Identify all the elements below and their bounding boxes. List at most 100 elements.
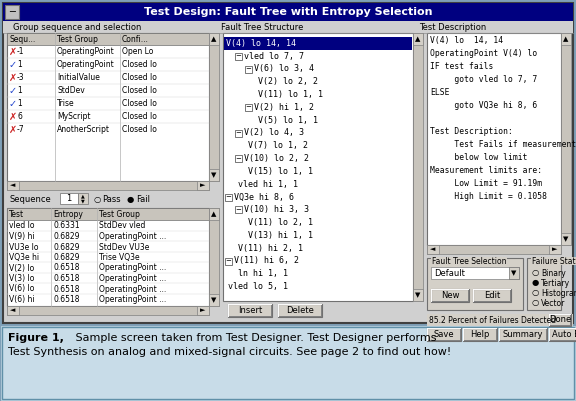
- Bar: [413, 33, 423, 301]
- Text: ▲: ▲: [415, 36, 420, 42]
- Text: Sequence: Sequence: [9, 195, 51, 204]
- Bar: [549, 328, 576, 341]
- Text: New: New: [441, 291, 459, 300]
- Text: Edit: Edit: [484, 291, 500, 300]
- Bar: [2, 327, 574, 399]
- Text: Test Description: Test Description: [419, 23, 486, 32]
- Text: Auto Build: Auto Build: [552, 330, 576, 339]
- Text: ▼: ▼: [563, 236, 569, 242]
- Text: goto vled lo 7, 7: goto vled lo 7, 7: [430, 75, 537, 84]
- Bar: [7, 181, 19, 190]
- Bar: [209, 33, 219, 45]
- Text: ✗: ✗: [9, 47, 17, 57]
- Text: ▼: ▼: [211, 172, 217, 178]
- Text: Entropy: Entropy: [53, 210, 83, 219]
- Text: ln hi 1, 1: ln hi 1, 1: [238, 269, 288, 278]
- Bar: [561, 33, 571, 245]
- Bar: [0, 325, 576, 401]
- Text: V(7) lo 1, 2: V(7) lo 1, 2: [248, 141, 308, 150]
- Text: ✓: ✓: [9, 99, 17, 109]
- Text: 0.6518: 0.6518: [53, 263, 79, 273]
- Text: ✓: ✓: [9, 60, 17, 70]
- Text: MyScript: MyScript: [57, 112, 90, 121]
- Text: vled hi 1, 1: vled hi 1, 1: [238, 180, 298, 189]
- Text: 0.6518: 0.6518: [53, 295, 79, 304]
- Text: V(9) hi: V(9) hi: [9, 232, 35, 241]
- Text: High Limit = 0.1058: High Limit = 0.1058: [430, 192, 547, 201]
- Text: Closed lo: Closed lo: [122, 99, 157, 108]
- Text: −: −: [236, 53, 241, 59]
- Text: V(13) hi 1, 1: V(13) hi 1, 1: [248, 231, 313, 240]
- Text: V(10) hi 3, 3: V(10) hi 3, 3: [244, 205, 309, 214]
- Text: Histogram: Histogram: [541, 289, 576, 298]
- Text: -3: -3: [17, 73, 25, 82]
- Text: −: −: [236, 130, 241, 136]
- Text: Sample screen taken from Test Designer. Test Designer performs: Sample screen taken from Test Designer. …: [72, 333, 437, 343]
- Bar: [427, 245, 561, 254]
- Bar: [223, 33, 413, 301]
- Text: V(6) lo 3, 4: V(6) lo 3, 4: [254, 65, 314, 73]
- Bar: [431, 289, 469, 302]
- Text: Low Limit = 91.19m: Low Limit = 91.19m: [430, 179, 542, 188]
- Text: Pass: Pass: [102, 195, 120, 204]
- Bar: [7, 208, 209, 306]
- Text: StdDev VU3e: StdDev VU3e: [99, 243, 149, 251]
- Text: ▲: ▲: [211, 211, 217, 217]
- Text: vled lo: vled lo: [9, 221, 35, 231]
- Text: ◄: ◄: [10, 308, 16, 314]
- Text: ✗: ✗: [9, 112, 17, 122]
- Text: ▼: ▼: [415, 292, 420, 298]
- Text: V(11) hi 6, 2: V(11) hi 6, 2: [234, 257, 299, 265]
- Bar: [209, 208, 219, 220]
- Bar: [463, 328, 497, 341]
- Text: ○: ○: [532, 288, 539, 297]
- Bar: [561, 233, 571, 245]
- Text: vled lo 7, 7: vled lo 7, 7: [244, 52, 304, 61]
- Text: vled lo 5, 1: vled lo 5, 1: [228, 282, 288, 291]
- Bar: [225, 194, 232, 200]
- Text: Trise: Trise: [57, 99, 75, 108]
- Text: Test Group: Test Group: [57, 35, 98, 44]
- Text: Default: Default: [434, 269, 465, 278]
- Bar: [427, 33, 561, 245]
- Text: Tertiary: Tertiary: [541, 279, 570, 288]
- Text: ◄: ◄: [10, 182, 16, 188]
- Bar: [235, 130, 242, 136]
- Text: V(2) hi 1, 2: V(2) hi 1, 2: [254, 103, 314, 112]
- Text: Failure States: Failure States: [532, 257, 576, 266]
- Text: V(3) lo: V(3) lo: [9, 274, 35, 283]
- Bar: [3, 21, 573, 33]
- Text: OperatingPoint ...: OperatingPoint ...: [99, 274, 166, 283]
- Text: 1: 1: [66, 194, 71, 203]
- Bar: [3, 3, 573, 323]
- Text: ►: ►: [552, 247, 558, 253]
- Text: V(6) hi: V(6) hi: [9, 295, 35, 304]
- Bar: [278, 304, 322, 317]
- Text: ►: ►: [200, 182, 206, 188]
- Text: ─: ─: [9, 7, 15, 17]
- Text: OperatingPoint: OperatingPoint: [57, 47, 115, 56]
- Bar: [224, 37, 412, 50]
- Text: Insert: Insert: [238, 306, 262, 315]
- Text: Closed lo: Closed lo: [122, 73, 157, 82]
- Text: Fault Tree Selection: Fault Tree Selection: [432, 257, 506, 266]
- Text: Test Design: Fault Tree with Entropy Selection: Test Design: Fault Tree with Entropy Sel…: [144, 7, 432, 17]
- Bar: [7, 181, 209, 190]
- Text: below low limit: below low limit: [430, 153, 528, 162]
- Bar: [7, 306, 19, 315]
- Text: 0.6829: 0.6829: [53, 253, 79, 262]
- Text: Test: Test: [9, 210, 24, 219]
- Bar: [209, 208, 219, 306]
- Text: Measurement limits are:: Measurement limits are:: [430, 166, 542, 175]
- Bar: [427, 314, 573, 326]
- Text: V(10) lo 2, 2: V(10) lo 2, 2: [244, 154, 309, 163]
- Text: Delete: Delete: [286, 306, 314, 315]
- Bar: [431, 257, 507, 265]
- Text: ▲: ▲: [81, 194, 85, 198]
- Text: StdDev: StdDev: [57, 86, 85, 95]
- Bar: [413, 289, 423, 301]
- Text: -1: -1: [17, 47, 25, 56]
- Text: Closed lo: Closed lo: [122, 60, 157, 69]
- Text: ►: ►: [200, 308, 206, 314]
- Bar: [427, 245, 439, 254]
